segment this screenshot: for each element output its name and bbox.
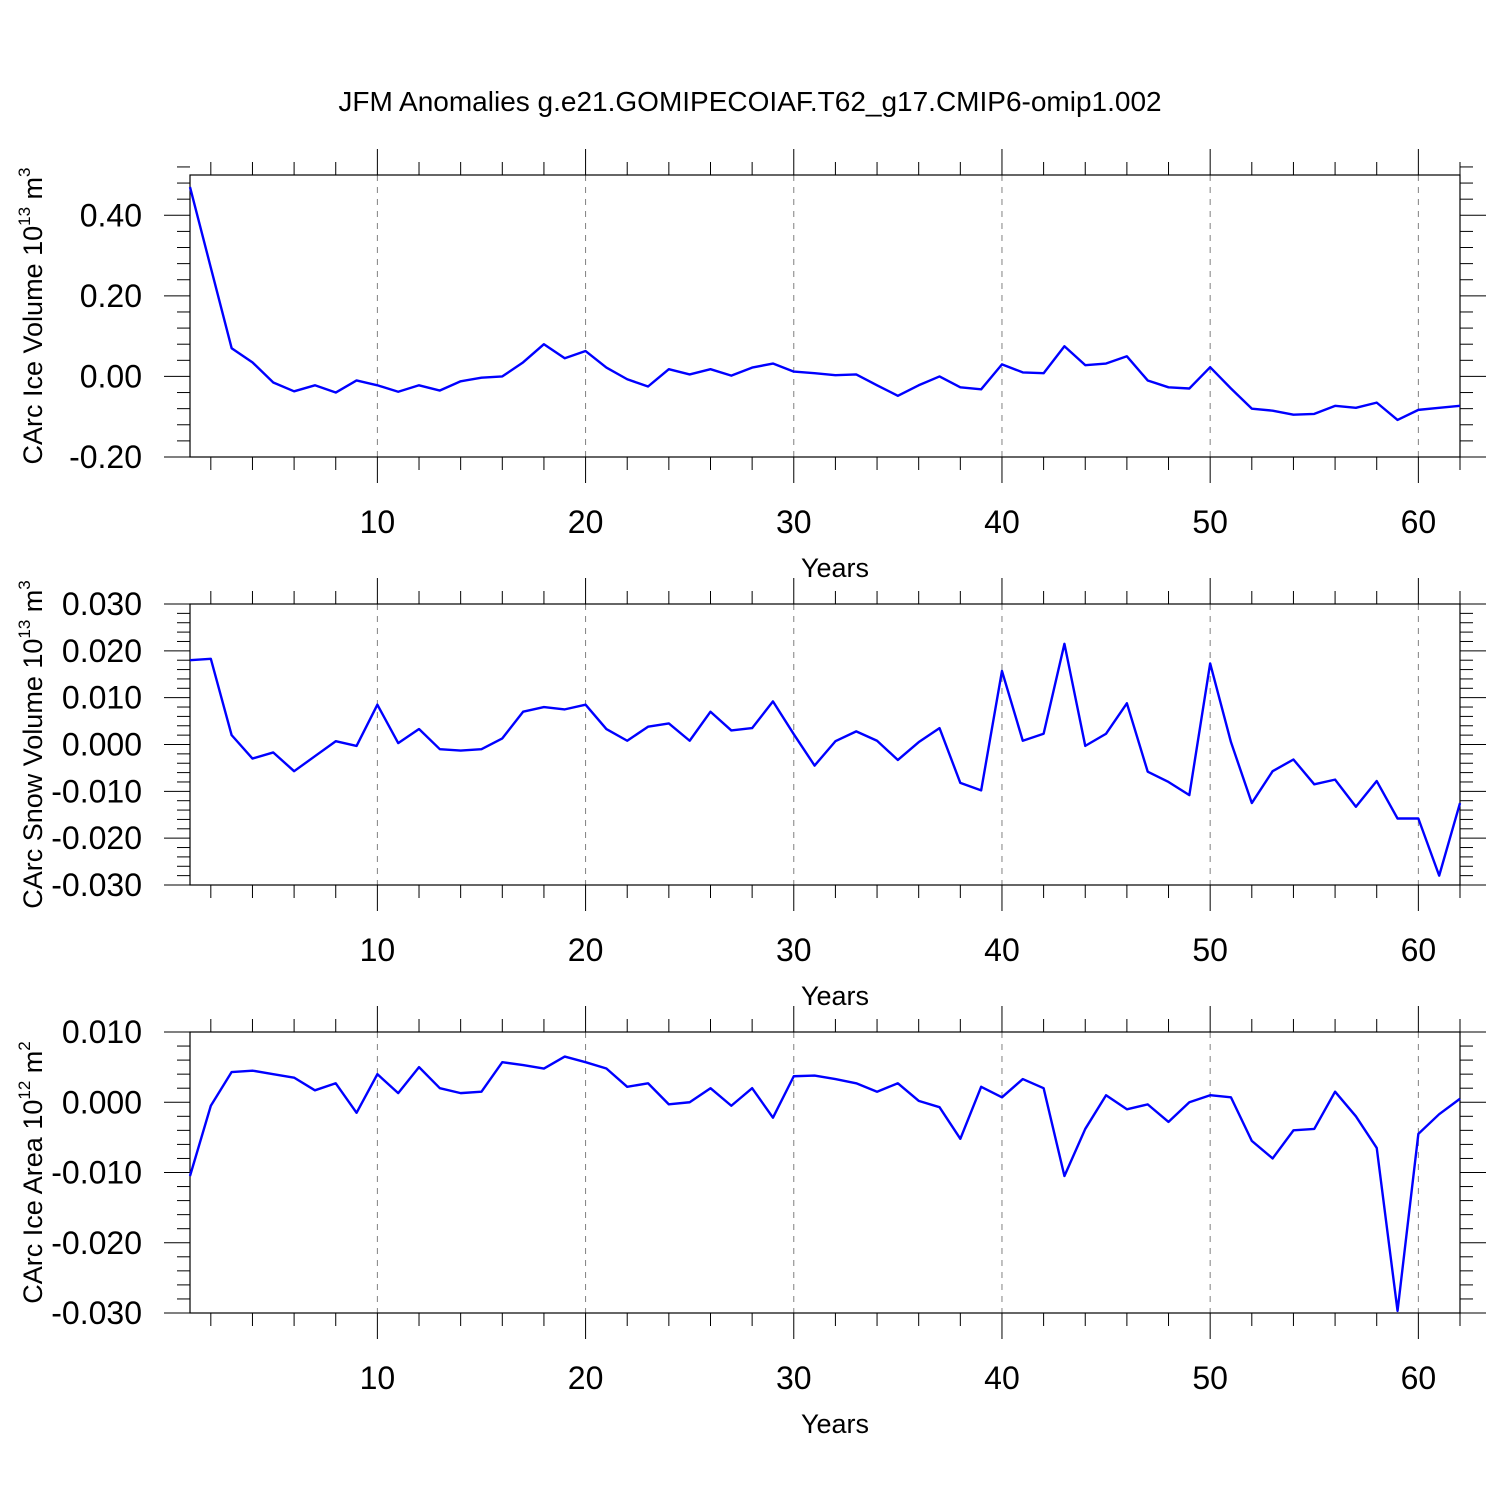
ice-area-x-tick-label: 60 (1401, 1360, 1437, 1396)
ice-volume-x-tick-label: 10 (360, 504, 396, 540)
ice-volume-y-tick-label: -0.20 (69, 439, 142, 475)
snow-volume-x-axis-label: Years (801, 981, 869, 1011)
ice-volume-y-axis-label-unit_sup: 3 (15, 167, 34, 176)
chart-title: JFM Anomalies g.e21.GOMIPECOIAF.T62_g17.… (338, 86, 1161, 117)
ice-area-y-axis-label: CArc Ice Area 1012 m2 (15, 1041, 48, 1304)
ice-volume-y-axis-label: CArc Ice Volume 1013 m3 (15, 167, 48, 464)
ice-area-x-axis-label: Years (801, 1409, 869, 1439)
ice-area-x-tick-label: 30 (776, 1360, 812, 1396)
snow-volume-x-tick-label: 60 (1401, 932, 1437, 968)
ice-area-series-line (188, 1055, 1461, 1313)
ice-volume-x-tick-label: 50 (1192, 504, 1228, 540)
ice-area-y-tick-label: -0.030 (51, 1295, 142, 1331)
ice-area-y-axis-label-sup: 12 (15, 1081, 34, 1100)
snow-volume-x-tick-label: 20 (568, 932, 604, 968)
snow-volume-y-tick-label: 0.030 (62, 586, 142, 622)
snow-volume-y-tick-label: 0.000 (62, 727, 142, 763)
snow-volume-y-tick-label: 0.020 (62, 633, 142, 669)
ice-volume-y-tick-label: 0.20 (80, 278, 142, 314)
snow-volume-x-tick-label: 50 (1192, 932, 1228, 968)
snow-volume-y-axis-label-main: CArc Snow Volume 10 (18, 639, 48, 909)
ice-area-x-tick-label: 10 (360, 1360, 396, 1396)
snow-volume-x-tick-label: 10 (360, 932, 396, 968)
snow-volume-frame (189, 603, 1461, 886)
panels: 10 20 30 40 50 60 Years -0.20 0.00 0.20 0.40 CArc I… (15, 149, 1486, 1439)
snow-volume-panel: 10 20 30 40 50 60 Years -0.030 -0.020 -0.010 0.000… (15, 578, 1486, 1011)
ice-area-y-tick-label: -0.010 (51, 1155, 142, 1191)
snow-volume-y-axis-label-sup: 13 (15, 620, 34, 639)
ice-area-x-tick-label: 40 (984, 1360, 1020, 1396)
ice-volume-y-axis-label-sup: 13 (15, 207, 34, 226)
ice-volume-x-tick-label: 30 (776, 504, 812, 540)
ice-area-y-tick-label: 0.010 (62, 1014, 142, 1050)
ice-volume-panel: 10 20 30 40 50 60 Years -0.20 0.00 0.20 0.40 CArc I… (15, 149, 1486, 583)
snow-volume-y-tick-label: -0.030 (51, 867, 142, 903)
ice-volume-series-line (188, 186, 1461, 422)
snow-volume-y-tick-label: -0.010 (51, 773, 142, 809)
ice-volume-frame (189, 174, 1461, 458)
snow-volume-y-axis-label-unit: m (18, 590, 48, 620)
snow-volume-y-tick-label: 0.010 (62, 680, 142, 716)
ice-volume-y-axis-label-unit: m (18, 177, 48, 207)
ice-volume-y-axis-label-main: CArc Ice Volume 10 (18, 226, 48, 465)
ice-area-y-axis-label-unit_sup: 2 (15, 1041, 34, 1050)
ice-area-x-tick-label: 20 (568, 1360, 604, 1396)
ice-area-panel: 10 20 30 40 50 60 Years -0.030 -0.020 -0.010 0.000… (15, 1006, 1486, 1439)
snow-volume-y-axis-label: CArc Snow Volume 1013 m3 (15, 580, 48, 909)
snow-volume-x-tick-label: 30 (776, 932, 812, 968)
snow-volume-y-axis-label-unit_sup: 3 (15, 580, 34, 589)
ice-volume-x-tick-label: 20 (568, 504, 604, 540)
ice-volume-y-tick-label: 0.40 (80, 197, 142, 233)
ice-volume-y-tick-label: 0.00 (80, 358, 142, 394)
ice-volume-x-tick-label: 40 (984, 504, 1020, 540)
ice-area-y-axis-label-unit: m (18, 1051, 48, 1081)
ice-area-y-tick-label: -0.020 (51, 1225, 142, 1261)
ice-volume-x-tick-label: 60 (1401, 504, 1437, 540)
ice-area-x-tick-label: 50 (1192, 1360, 1228, 1396)
snow-volume-y-tick-label: -0.020 (51, 820, 142, 856)
ice-area-frame (189, 1031, 1461, 1314)
snow-volume-series-line (189, 642, 1462, 877)
ice-area-y-axis-label-main: CArc Ice Area 10 (18, 1100, 48, 1304)
ice-area-y-tick-label: 0.000 (62, 1084, 142, 1120)
ice-volume-x-axis-label: Years (801, 553, 869, 583)
snow-volume-x-tick-label: 40 (984, 932, 1020, 968)
